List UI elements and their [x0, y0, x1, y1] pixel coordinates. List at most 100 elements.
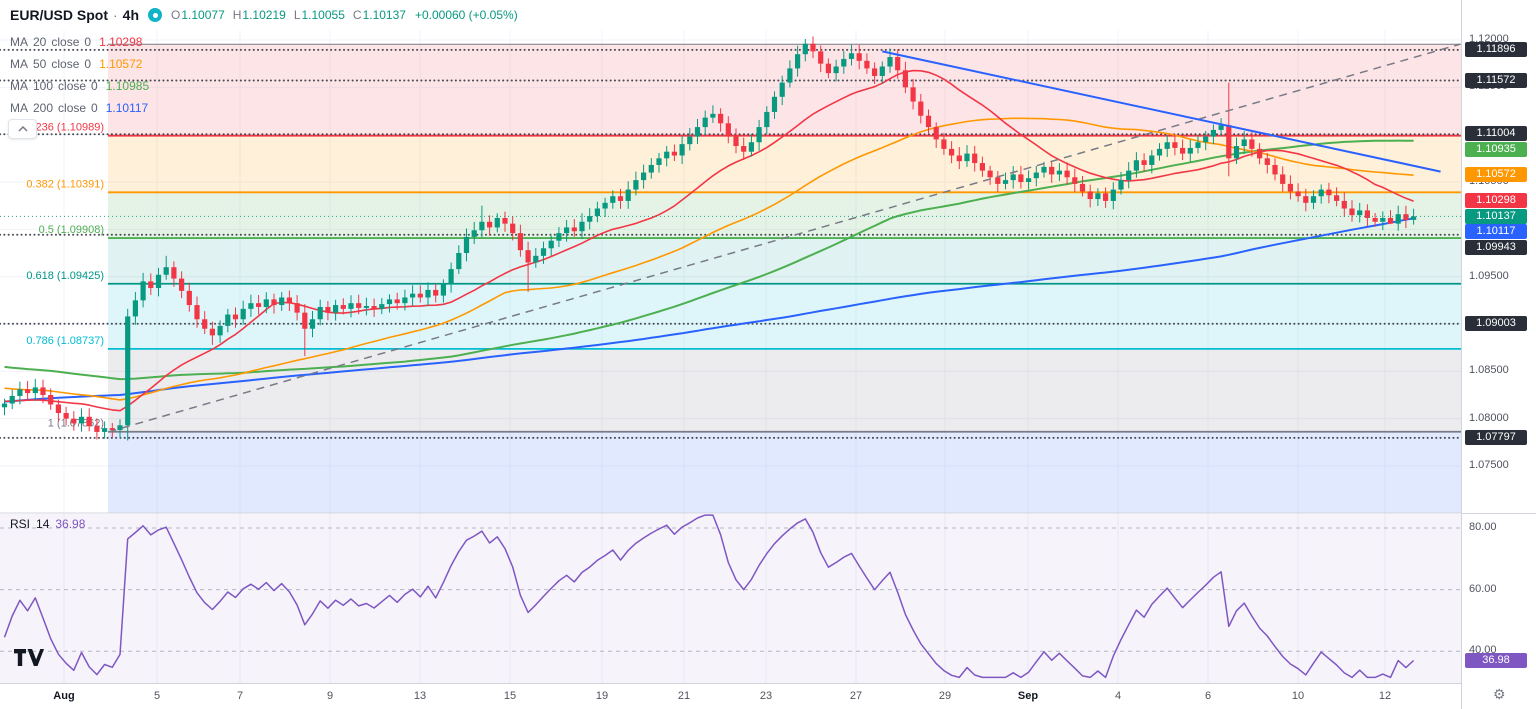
candle-body	[641, 172, 647, 181]
candle-body	[286, 297, 292, 304]
candle-body	[1310, 196, 1317, 203]
candle-body	[764, 111, 770, 128]
ma-name: MA	[10, 57, 28, 71]
candle-body	[787, 68, 793, 83]
candle-body	[1056, 170, 1062, 175]
candle-body	[217, 325, 223, 336]
candle-body	[895, 57, 901, 71]
symbol-title[interactable]: EUR/USD Spot · 4h	[10, 7, 139, 23]
candle-body	[1357, 210, 1363, 216]
price-badge: 1.10298	[1465, 193, 1527, 209]
legend-ma-50[interactable]: MA 50 close 0 1.10572	[10, 53, 149, 75]
candle-body	[671, 151, 677, 156]
price-tick: 1.08000	[1469, 411, 1509, 424]
time-tick: 10	[1291, 690, 1305, 702]
ohlc-high-label: H	[232, 8, 242, 22]
candle-body	[594, 208, 600, 217]
candle-body	[463, 236, 470, 253]
candle-body	[271, 299, 277, 306]
price-change: +0.00060 (+0.05%)	[414, 8, 518, 22]
time-tick: 29	[938, 690, 952, 702]
price-badge: 1.10572	[1465, 167, 1527, 183]
candle-body	[1387, 217, 1394, 224]
candle-body	[502, 217, 508, 224]
price-tick: 1.08500	[1469, 364, 1509, 377]
candle-body	[902, 70, 908, 88]
candle-body	[78, 416, 85, 424]
candle-body	[795, 54, 801, 69]
candle-body	[109, 428, 115, 431]
price-axis[interactable]: 1.120001.115001.110001.105001.100001.095…	[1461, 0, 1536, 709]
ohlc-close: C 1.10137	[353, 8, 406, 22]
trendline-descending-resistance[interactable]	[882, 50, 1441, 173]
candle-body	[356, 303, 362, 308]
tradingview-logo[interactable]	[14, 649, 44, 671]
time-tick: Sep	[1017, 690, 1039, 702]
candle-body	[294, 303, 300, 313]
candle-body	[194, 305, 200, 320]
candle-body	[1341, 200, 1347, 209]
candle-body	[202, 319, 208, 329]
ma-offset: 0	[84, 35, 92, 49]
trendline-ascending-support-dashed[interactable]	[108, 43, 1461, 433]
candle-body	[540, 248, 547, 256]
time-axis[interactable]: Aug57913151921232729Sep46101215	[0, 683, 1536, 709]
candle-body	[63, 412, 69, 419]
candle-body	[1226, 125, 1232, 159]
candle-body	[209, 328, 215, 336]
candle-body	[933, 127, 939, 140]
fib-band	[108, 192, 1461, 239]
legend-ma-20[interactable]: MA 20 close 0 1.10298	[10, 31, 149, 53]
ohlc-low: L 1.10055	[294, 8, 345, 22]
legend-ma-100[interactable]: MA 100 close 0 1.10985	[10, 75, 149, 97]
candle-body	[1118, 180, 1124, 190]
candle-body	[710, 113, 716, 118]
candle-body	[972, 153, 978, 164]
candle-body	[733, 136, 739, 147]
candle-body	[1241, 139, 1247, 147]
ma-last-value: 1.10298	[99, 35, 143, 49]
ma-last-value: 1.10985	[105, 79, 150, 93]
ma-period: 100	[33, 79, 54, 93]
indicator-legend: MA 20 close 0 1.10298 MA 50 close 0 1.10572 MA 100 c…	[10, 31, 149, 119]
ohlc-open-value: 1.10077	[181, 8, 225, 22]
candle-body	[186, 290, 192, 306]
ohlc-open-label: O	[171, 8, 181, 22]
time-tick: 19	[595, 690, 609, 702]
ohlc-high-value: 1.10219	[242, 8, 286, 22]
candle-body	[1010, 174, 1016, 181]
chevron-up-icon	[17, 126, 28, 132]
chart-legend-header: EUR/USD Spot · 4h O 1.10077 H 1.10219 L 1.100…	[10, 7, 518, 23]
candle-body	[1041, 166, 1047, 173]
candle-body	[48, 395, 54, 405]
candle-body	[694, 127, 701, 137]
legend-collapse-button[interactable]	[8, 119, 37, 139]
candle-body	[325, 306, 331, 313]
instrument-status-icon[interactable]	[148, 8, 163, 22]
fib-label-0.618: 0.618 (1.09425)	[26, 270, 104, 282]
time-tick: 7	[236, 690, 244, 702]
time-tick: 4	[1114, 690, 1122, 702]
candle-body	[32, 387, 38, 394]
candle-body	[363, 306, 369, 308]
candle-body	[1110, 189, 1116, 201]
fib-label-0.382: 0.382 (1.10391)	[26, 178, 104, 190]
candle-body	[440, 284, 446, 296]
candle-body	[340, 305, 346, 309]
price-tick: 1.07500	[1469, 459, 1509, 471]
candle-body	[533, 255, 539, 263]
rsi-legend[interactable]: RSI 14 36.98	[10, 517, 85, 531]
candle-body	[810, 43, 816, 52]
ma-period: 50	[33, 57, 47, 71]
time-tick: 23	[759, 690, 773, 702]
time-tick: 6	[1204, 690, 1212, 702]
ma-last-value: 1.10117	[105, 101, 149, 115]
axis-settings-gear-icon[interactable]: ⚙	[1493, 686, 1506, 702]
price-badge: 1.10137	[1465, 208, 1527, 224]
candle-body	[425, 289, 431, 298]
time-tick: 27	[849, 690, 863, 702]
fib-label-0.236: 0.236 (1.10989)	[26, 122, 104, 134]
candle-body	[825, 63, 831, 74]
legend-ma-200[interactable]: MA 200 close 0 1.10117	[10, 97, 149, 119]
